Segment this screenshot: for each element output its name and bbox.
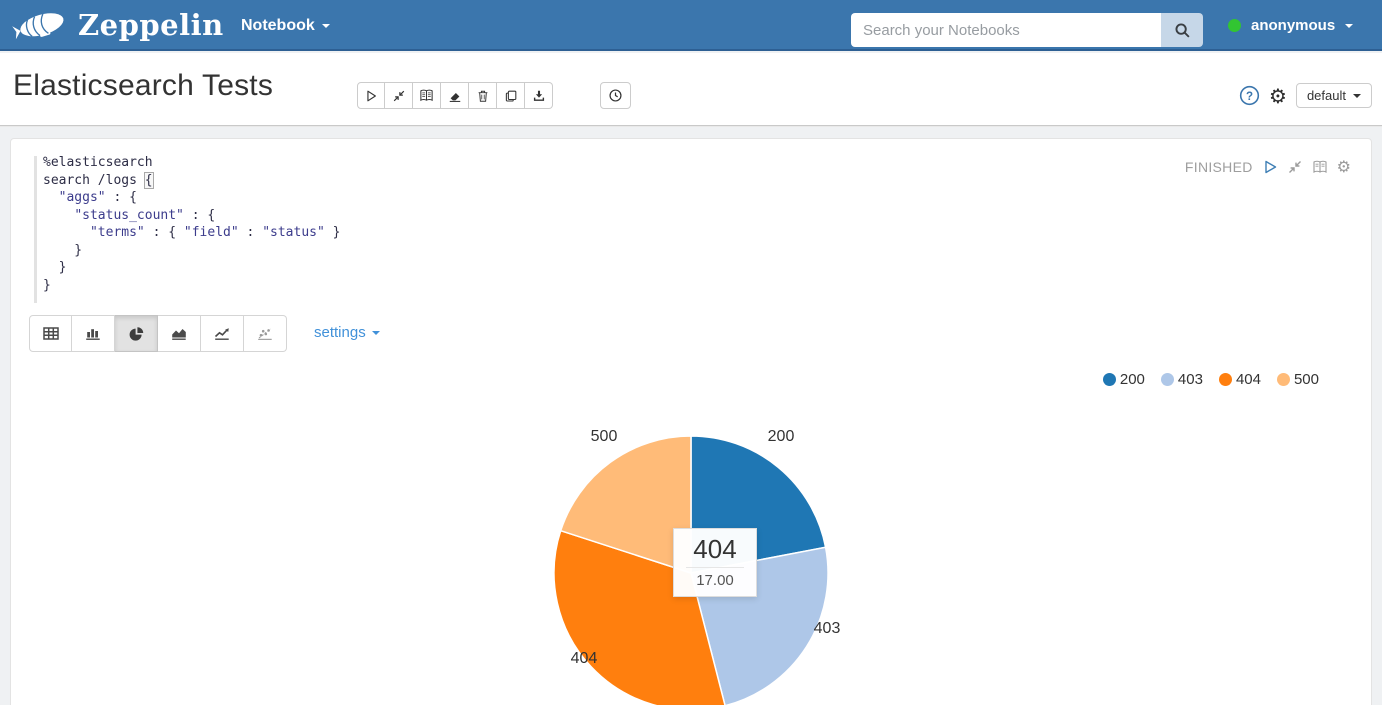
- help-icon[interactable]: ?: [1239, 85, 1260, 106]
- paragraph-settings-gear-icon[interactable]: ⚙: [1336, 157, 1351, 176]
- book-icon[interactable]: [1312, 159, 1328, 175]
- compress-icon[interactable]: [1287, 159, 1303, 175]
- legend-dot: [1218, 373, 1232, 386]
- line-chart-icon: [214, 328, 229, 340]
- book-icon: [420, 89, 433, 102]
- brand-name: Zeppelin: [78, 8, 224, 42]
- zeppelin-brand[interactable]: Zeppelin: [12, 3, 224, 47]
- connection-status-dot: [1228, 19, 1241, 32]
- trash-icon: [478, 90, 487, 102]
- search-button[interactable]: [1161, 13, 1203, 47]
- user-name: anonymous: [1251, 17, 1336, 34]
- paragraph-side-bar: [34, 156, 37, 303]
- clear-output-button[interactable]: [441, 82, 469, 109]
- notebook-menu-label: Notebook: [241, 16, 315, 34]
- search-input[interactable]: [851, 13, 1161, 47]
- pie-chart-icon: [129, 326, 143, 341]
- note-toolbar: [357, 82, 553, 109]
- table-icon: [42, 327, 59, 340]
- search-icon: [1174, 22, 1190, 38]
- compress-icon: [393, 90, 404, 101]
- notebook-search: [851, 13, 1203, 47]
- tab-table[interactable]: [29, 315, 72, 352]
- show-hide-code-button[interactable]: [385, 82, 413, 109]
- tab-line-chart[interactable]: [201, 315, 244, 352]
- settings-label: settings: [314, 324, 366, 341]
- tab-pie-chart[interactable]: [115, 315, 158, 352]
- note-header: Elasticsearch Tests: [0, 53, 1382, 126]
- paragraph-status: FINISHED: [1184, 159, 1253, 175]
- chevron-down-icon: [321, 23, 330, 28]
- user-menu[interactable]: anonymous: [1228, 0, 1354, 51]
- pie-slice-label-403: 403: [814, 620, 841, 637]
- paragraph-card: FINISHED ⚙ %elasticsearch search /logs {…: [10, 138, 1372, 705]
- tooltip-key: 404: [693, 534, 737, 564]
- display-type-tabs: [29, 315, 287, 352]
- legend-dot: [1102, 373, 1116, 386]
- chart-tooltip: 404 17.00: [673, 528, 757, 597]
- interpreter-binding-label: default: [1306, 88, 1346, 103]
- legend-item-200[interactable]: 200: [1102, 371, 1145, 388]
- notebook-menu[interactable]: Notebook: [241, 0, 330, 51]
- scatter-chart-icon: [258, 328, 272, 340]
- gear-icon[interactable]: ⚙: [1269, 83, 1287, 108]
- copy-icon: [505, 90, 516, 102]
- settings-toggle[interactable]: settings: [314, 324, 380, 341]
- top-navbar: Zeppelin Notebook anonymous: [0, 0, 1382, 51]
- pie-slice-label-200: 200: [768, 428, 795, 445]
- clone-note-button[interactable]: [497, 82, 525, 109]
- note-header-right: ? ⚙ default: [1239, 83, 1372, 108]
- show-hide-output-button[interactable]: [413, 82, 441, 109]
- run-paragraph-icon[interactable]: [1262, 159, 1278, 175]
- legend-dot: [1160, 373, 1174, 386]
- chevron-down-icon: [1353, 93, 1361, 98]
- legend-label: 403: [1177, 371, 1203, 388]
- tab-bar-chart[interactable]: [72, 315, 115, 352]
- legend-dot: [1276, 373, 1290, 386]
- tab-scatter-chart[interactable]: [244, 315, 287, 352]
- cron-scheduler-button[interactable]: [600, 82, 631, 109]
- export-note-button[interactable]: [525, 82, 553, 109]
- download-icon: [533, 90, 544, 101]
- legend-item-404[interactable]: 404: [1218, 371, 1261, 388]
- note-title[interactable]: Elasticsearch Tests: [13, 69, 274, 102]
- interpreter-binding-button[interactable]: default: [1295, 83, 1372, 108]
- clock-icon: [609, 89, 622, 102]
- bar-chart-icon: [86, 329, 100, 340]
- legend-label: 200: [1119, 371, 1145, 388]
- area-chart-icon: [172, 329, 186, 340]
- chevron-down-icon: [1345, 23, 1354, 28]
- pie-slice-label-500: 500: [591, 428, 618, 445]
- tooltip-separator: [686, 567, 744, 568]
- chevron-down-icon: [371, 330, 380, 335]
- legend-label: 404: [1235, 371, 1261, 388]
- paragraph-status-row: FINISHED ⚙: [1184, 157, 1351, 176]
- zeppelin-logo-icon: [12, 13, 64, 40]
- run-all-button[interactable]: [357, 82, 385, 109]
- legend-item-403[interactable]: 403: [1160, 371, 1203, 388]
- chart-legend: 200 403 404 500: [1102, 371, 1319, 388]
- play-icon: [367, 90, 376, 101]
- pie-slice-500[interactable]: [559, 435, 692, 575]
- tooltip-value: 17.00: [696, 572, 734, 589]
- legend-label: 500: [1293, 371, 1319, 388]
- code-editor[interactable]: %elasticsearch search /logs { "aggs" : {…: [43, 155, 341, 293]
- pie-slice-label-404: 404: [571, 650, 598, 667]
- eraser-icon: [449, 92, 460, 102]
- tab-area-chart[interactable]: [158, 315, 201, 352]
- svg-text:?: ?: [1246, 91, 1253, 103]
- remove-note-button[interactable]: [469, 82, 497, 109]
- legend-item-500[interactable]: 500: [1276, 371, 1319, 388]
